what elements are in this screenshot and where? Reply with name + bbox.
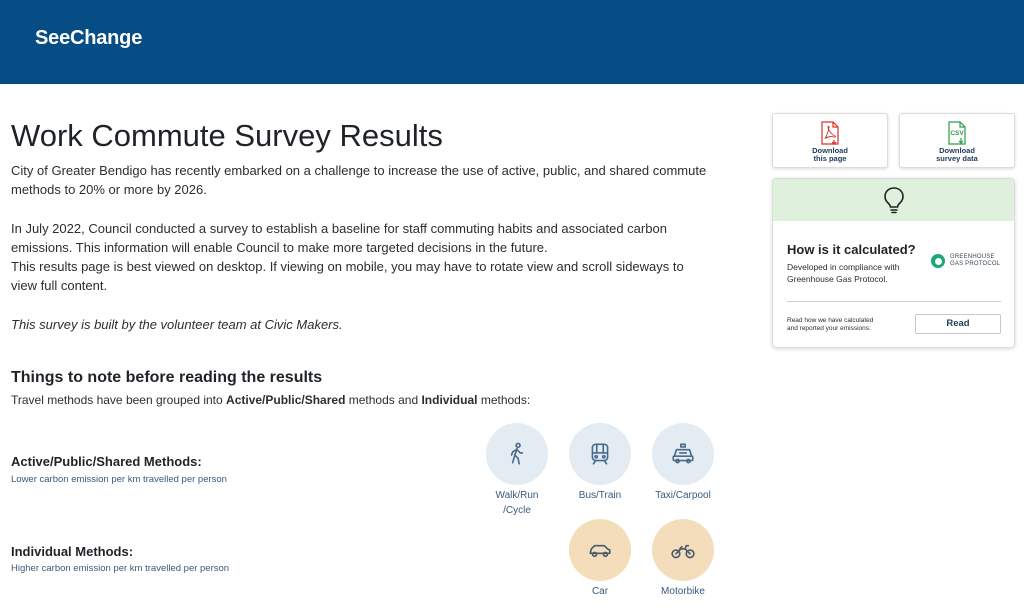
group-subtitle-active: Lower carbon emission per km travelled p…	[11, 474, 227, 485]
card-header	[773, 179, 1014, 221]
intro-paragraph: City of Greater Bendigo has recently emb…	[11, 163, 707, 197]
walk-icon	[510, 442, 524, 465]
method-label: Taxi/Carpool	[655, 490, 711, 501]
motorbike-icon-circle	[652, 519, 714, 581]
brand-logo[interactable]: SeeChange	[35, 27, 143, 49]
notes-bold-individual: Individual	[421, 393, 478, 407]
download-page-label: Download this page	[812, 146, 848, 163]
svg-text:CSV: CSV	[950, 130, 964, 137]
lightbulb-icon	[883, 187, 904, 214]
read-button[interactable]: Read	[915, 314, 1001, 334]
download-data-label: Download survey data	[936, 146, 978, 163]
read-description: Read how we have calculated and reported …	[787, 317, 874, 332]
taxi-icon-circle	[652, 423, 714, 485]
car-icon-circle	[569, 519, 631, 581]
ghg-protocol-logo: GREENHOUSE GAS PROTOCOL	[931, 254, 1000, 268]
train-icon	[591, 443, 609, 465]
card-title: How is it calculated?	[787, 242, 916, 257]
calculation-card: How is it calculated? Developed in compl…	[772, 178, 1015, 348]
ghg-logo-icon	[931, 254, 945, 268]
card-divider	[787, 301, 1001, 302]
credit-text: This survey is built by the volunteer te…	[11, 317, 343, 332]
train-icon-circle	[569, 423, 631, 485]
method-motorbike: Motorbike	[643, 519, 723, 599]
group-title-individual: Individual Methods:	[11, 544, 134, 559]
notes-heading: Things to note before reading the result…	[11, 369, 323, 386]
top-header: SeeChange	[0, 0, 1024, 84]
method-label: Car	[591, 586, 609, 597]
download-data-button[interactable]: CSV Download survey data	[899, 113, 1015, 168]
walk-icon-circle	[486, 423, 548, 485]
method-taxi-carpool: Taxi/Carpool	[643, 423, 723, 503]
pdf-icon	[821, 121, 839, 145]
taxi-icon	[672, 443, 694, 464]
method-label: Walk/Run/Cycle	[495, 490, 539, 516]
survey-paragraph-1: In July 2022, Council conducted a survey…	[11, 221, 667, 255]
ghg-logo-text: GREENHOUSE GAS PROTOCOL	[950, 254, 1001, 267]
method-walk-run-cycle: Walk/Run/Cycle	[477, 423, 557, 518]
notes-bold-active: Active/Public/Shared	[226, 393, 346, 407]
method-bus-train: Bus/Train	[560, 423, 640, 503]
card-description: Developed in compliance with Greenhouse G…	[787, 262, 900, 284]
survey-paragraph-2: This results page is best viewed on desk…	[11, 259, 684, 293]
car-icon	[589, 544, 611, 558]
method-label: Motorbike	[661, 586, 705, 597]
download-page-button[interactable]: Download this page	[772, 113, 888, 168]
group-subtitle-individual: Higher carbon emission per km travelled …	[11, 563, 230, 574]
motorbike-icon	[671, 544, 695, 559]
csv-icon: CSV	[948, 121, 966, 145]
method-car: Car	[560, 519, 640, 599]
method-label: Bus/Train	[578, 490, 622, 501]
group-title-active: Active/Public/Shared Methods:	[11, 454, 202, 469]
notes-text: Travel methods have been grouped into Ac…	[11, 393, 531, 407]
survey-paragraph: In July 2022, Council conducted a survey…	[11, 219, 711, 295]
page-title: Work Commute Survey Results	[11, 118, 443, 153]
